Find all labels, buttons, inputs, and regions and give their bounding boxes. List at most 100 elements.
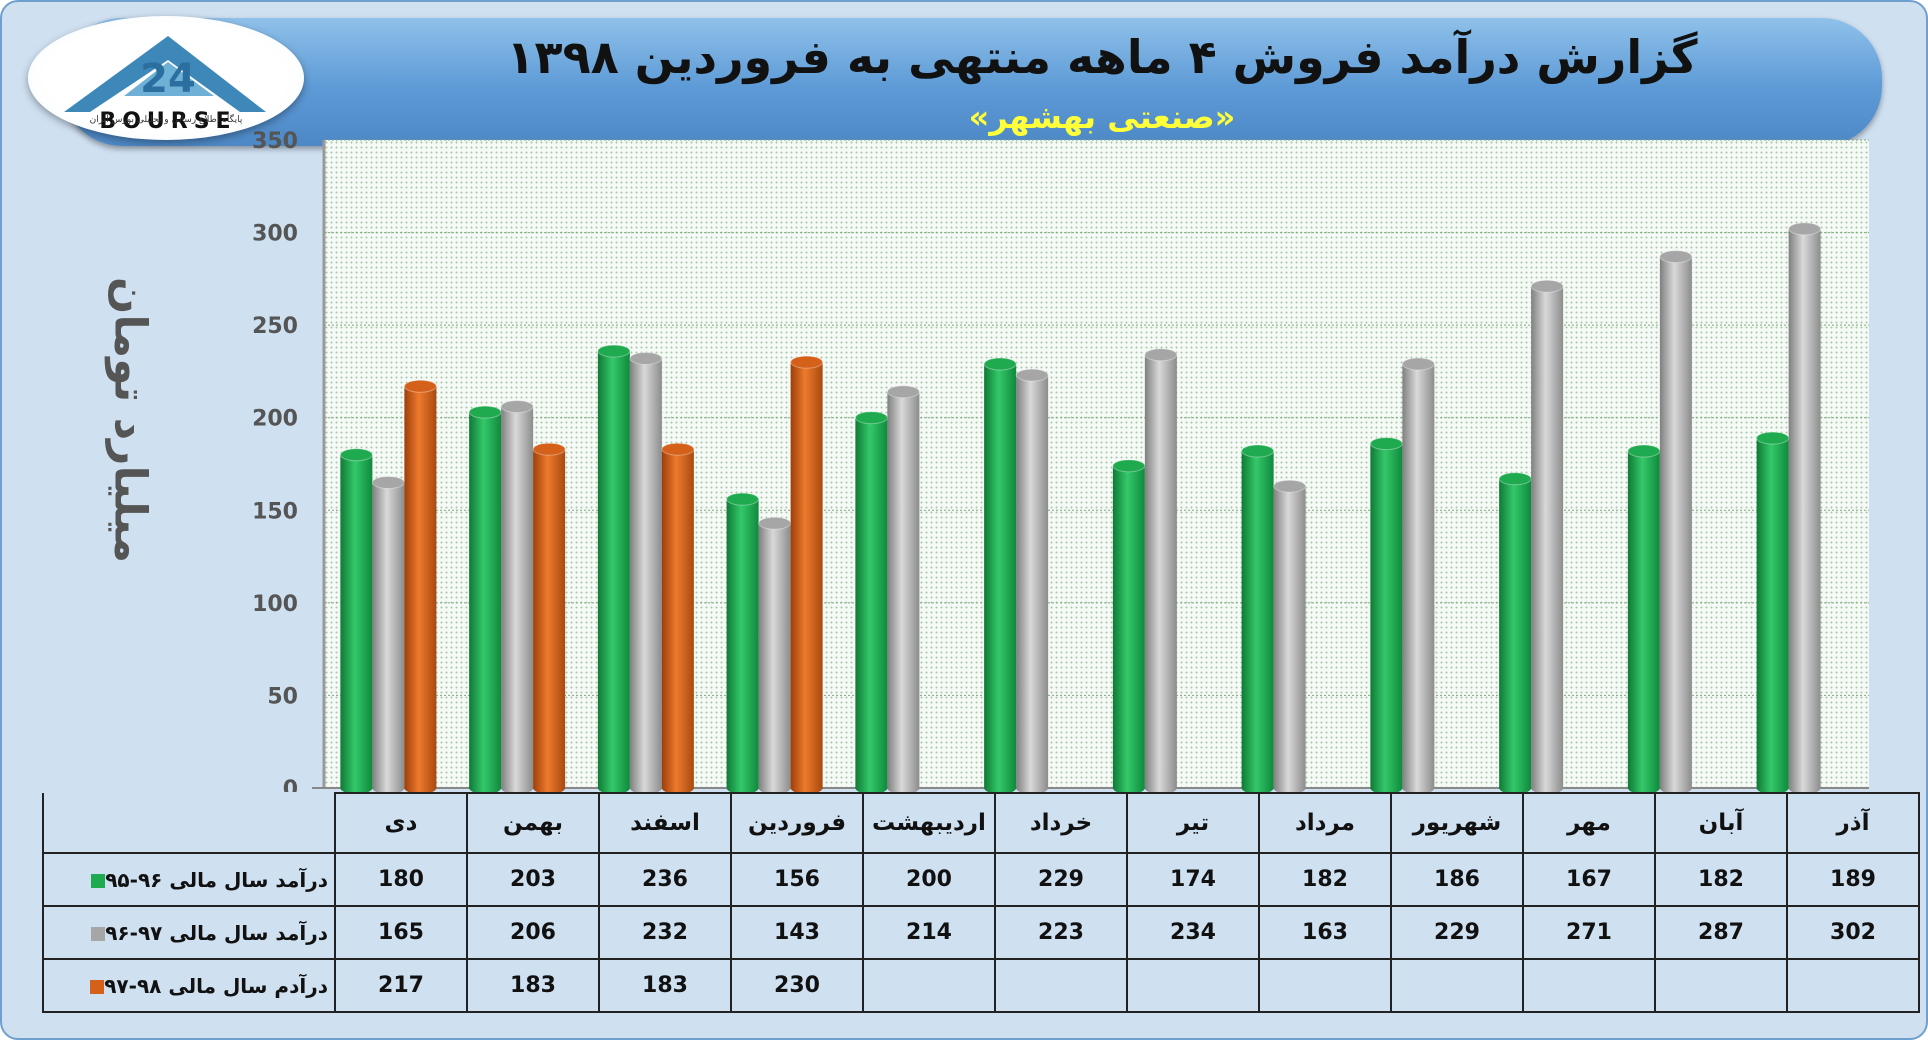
- bar-body: [758, 523, 791, 788]
- bar-top: [983, 357, 1017, 371]
- bar-body: [404, 386, 437, 788]
- x-tick-label: بهمن: [466, 792, 600, 854]
- bar-top: [1401, 357, 1435, 371]
- bar-1: [1241, 444, 1275, 794]
- bar-body: [1112, 465, 1145, 788]
- logo-caption: پایگاه اطلاع رسانی و تحلیلی بورس ایران: [89, 115, 243, 125]
- bar-top: [1756, 431, 1790, 445]
- data-label: [862, 958, 996, 1013]
- legend-swatch: [91, 927, 106, 941]
- chart-subtitle: «صنعتی بهشهر»: [968, 98, 1236, 136]
- x-tick-label: مرداد: [1258, 792, 1392, 854]
- bar-body: [1273, 486, 1306, 788]
- data-label: 186: [1390, 852, 1524, 907]
- bar-body: [1370, 443, 1403, 788]
- data-label: 183: [598, 958, 732, 1013]
- y-tick-label: 100: [252, 592, 298, 617]
- data-table: دی بهمن اسفند فروردین اردیبهشت خرداد تیر مرداد ش…: [42, 792, 1920, 1013]
- bar-1: [1627, 444, 1661, 794]
- bar-body: [372, 482, 405, 788]
- bar-1: [468, 405, 502, 794]
- bar-top: [1144, 348, 1178, 362]
- y-tick-label: 300: [252, 222, 298, 247]
- bar-top: [1112, 459, 1146, 473]
- bar-top: [790, 355, 824, 369]
- data-label: 163: [1258, 905, 1392, 960]
- bar-base: [629, 782, 662, 794]
- bar-3: [403, 379, 437, 794]
- x-tick-label: اردیبهشت: [862, 792, 996, 854]
- data-label: [994, 958, 1128, 1013]
- y-tick-label: 50: [267, 684, 298, 709]
- data-label: 287: [1654, 905, 1788, 960]
- bar-body: [629, 358, 662, 788]
- data-label: 182: [1654, 852, 1788, 907]
- bar-top: [726, 492, 760, 506]
- bar-top: [1788, 222, 1822, 236]
- bar-body: [855, 417, 888, 788]
- bar-base: [1659, 782, 1692, 794]
- x-tick-label: مهر: [1522, 792, 1656, 854]
- bar-base: [1531, 782, 1564, 794]
- bar-top: [1241, 444, 1275, 458]
- data-label: 203: [466, 852, 600, 907]
- x-tick-label: فروردین: [730, 792, 864, 854]
- bar-1: [339, 448, 373, 794]
- data-label: 189: [1786, 852, 1920, 907]
- bar-2: [1015, 368, 1049, 794]
- data-label: 302: [1786, 905, 1920, 960]
- data-label: 232: [598, 905, 732, 960]
- data-label: 180: [334, 852, 468, 907]
- legend-entry: درآمد سال مالی ۹۷-۹۶: [42, 905, 336, 960]
- bar-base: [661, 782, 694, 794]
- data-label: 167: [1522, 852, 1656, 907]
- bar-base: [790, 782, 823, 794]
- data-label: 229: [1390, 905, 1524, 960]
- bar-base: [1499, 782, 1532, 794]
- data-label: 230: [730, 958, 864, 1013]
- bar-top: [1498, 472, 1532, 486]
- bar-base: [404, 782, 437, 794]
- bar-base: [501, 782, 534, 794]
- bar-base: [1402, 782, 1435, 794]
- bar-top: [532, 442, 566, 456]
- bar-body: [1499, 478, 1532, 788]
- bar-2: [1788, 222, 1822, 794]
- bar-top: [661, 442, 695, 456]
- bar-body: [1241, 451, 1274, 788]
- data-label: 223: [994, 905, 1128, 960]
- y-tick-label: 200: [252, 407, 298, 432]
- legend-label: درآمد سال مالی ۹۶-۹۵: [105, 867, 328, 892]
- x-tick-label: آذر: [1786, 792, 1920, 854]
- data-label: 214: [862, 905, 996, 960]
- bar-base: [984, 782, 1017, 794]
- x-tick-label: اسفند: [598, 792, 732, 854]
- data-label: 182: [1258, 852, 1392, 907]
- y-tick-label: 150: [252, 499, 298, 524]
- bar-top: [468, 405, 502, 419]
- data-label: [1126, 958, 1260, 1013]
- bar-1: [983, 357, 1017, 794]
- bar-body: [1659, 256, 1692, 788]
- bar-top: [1659, 250, 1693, 264]
- logo-icon: 24 BOURSE: [64, 36, 266, 134]
- bar-body: [726, 499, 759, 788]
- legend-label: درآمد سال مالی ۹۷-۹۶: [105, 920, 328, 945]
- bar-top: [597, 344, 631, 358]
- bar-body: [1531, 286, 1564, 788]
- bar-top: [500, 400, 534, 414]
- data-label: 271: [1522, 905, 1656, 960]
- chart-title: گزارش درآمد فروش ۴ ماهه منتهی به فروردین…: [506, 30, 1698, 84]
- bar-body: [1627, 451, 1660, 788]
- bar-2: [886, 385, 920, 794]
- bar-body: [1756, 438, 1789, 788]
- bar-base: [1144, 782, 1177, 794]
- bar-base: [726, 782, 759, 794]
- bar-base: [1627, 782, 1660, 794]
- bar-body: [887, 391, 920, 788]
- bar-base: [1788, 782, 1821, 794]
- bar-1: [1498, 472, 1532, 794]
- data-label: 217: [334, 958, 468, 1013]
- bar-body: [469, 412, 502, 788]
- bar-1: [1369, 437, 1403, 794]
